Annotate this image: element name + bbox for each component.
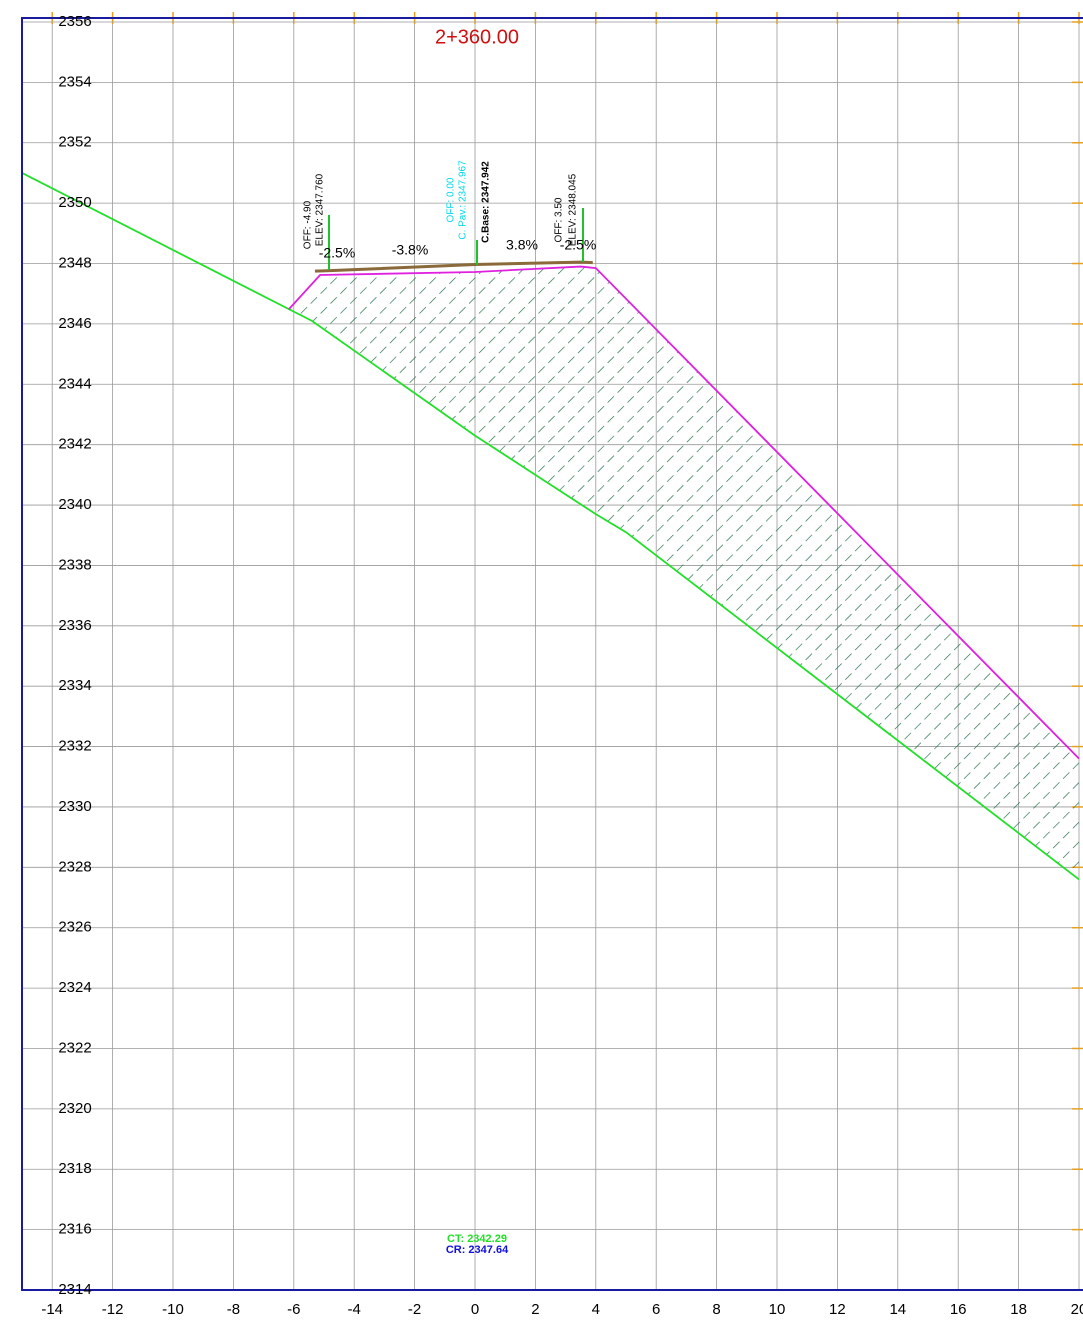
fill-hatch — [288, 266, 1079, 880]
y-tick-label: 2326 — [58, 919, 91, 936]
x-tick-label: -14 — [41, 1301, 63, 1318]
section-title: 2+360.00 — [435, 26, 519, 48]
x-tick-label: 4 — [592, 1301, 600, 1318]
annotation: -3.8% — [392, 242, 429, 258]
y-tick-label: 2330 — [58, 798, 91, 815]
x-tick-label: 20 — [1071, 1301, 1083, 1318]
annotation: C.Base: 2347.942 — [481, 161, 492, 243]
x-tick-label: 8 — [712, 1301, 720, 1318]
y-tick-label: 2352 — [58, 134, 91, 151]
x-tick-label: -6 — [287, 1301, 300, 1318]
annotation: ELEV: 2347.760 — [315, 173, 326, 246]
y-tick-label: 2324 — [58, 979, 91, 996]
x-tick-label: 14 — [889, 1301, 906, 1318]
x-tick-label: -2 — [408, 1301, 421, 1318]
x-tick-label: 2 — [531, 1301, 539, 1318]
x-tick-label: 16 — [950, 1301, 967, 1318]
x-tick-label: 6 — [652, 1301, 660, 1318]
x-tick-label: -4 — [348, 1301, 361, 1318]
x-tick-label: -12 — [102, 1301, 124, 1318]
y-tick-label: 2320 — [58, 1100, 91, 1117]
y-tick-label: 2344 — [58, 375, 91, 392]
x-tick-label: -8 — [227, 1301, 240, 1318]
x-tick-label: 12 — [829, 1301, 846, 1318]
y-tick-label: 2342 — [58, 436, 91, 453]
y-tick-label: 2322 — [58, 1039, 91, 1056]
y-tick-label: 2346 — [58, 315, 91, 332]
grid — [22, 12, 1083, 1291]
annotation: C. Pav.: 2347.967 — [458, 160, 469, 240]
y-tick-label: 2354 — [58, 73, 91, 90]
x-tick-label: 0 — [471, 1301, 479, 1318]
y-tick-label: 2328 — [58, 858, 91, 875]
x-tick-label: 18 — [1010, 1301, 1027, 1318]
frame — [21, 17, 1083, 1291]
section-line — [288, 265, 1080, 760]
annotation: CR: 2347.64 — [446, 1244, 509, 1256]
x-tick-label: 10 — [769, 1301, 786, 1318]
y-tick-label: 2316 — [58, 1221, 91, 1238]
annotation: CT: 2342.29 — [447, 1233, 507, 1245]
y-tick-label: 2356 — [58, 13, 91, 30]
section-line — [314, 260, 593, 273]
annotation: OFF: 3.50 — [554, 197, 565, 242]
annotation: 3.8% — [506, 237, 538, 253]
section-line — [21, 172, 1080, 881]
annotation: ELEV: 2348.045 — [568, 173, 579, 246]
x-tick-label: -10 — [162, 1301, 184, 1318]
annotation: OFF: 0.00 — [446, 177, 457, 222]
plot — [21, 172, 1080, 881]
y-tick-label: 2332 — [58, 738, 91, 755]
y-tick-label: 2348 — [58, 254, 91, 271]
annotation: -2.5% — [319, 245, 356, 261]
y-tick-label: 2334 — [58, 677, 91, 694]
y-tick-label: 2338 — [58, 556, 91, 573]
y-tick-label: 2340 — [58, 496, 91, 513]
y-tick-label: 2336 — [58, 617, 91, 634]
annotation: -2.5% — [560, 237, 597, 253]
y-tick-label: 2350 — [58, 194, 91, 211]
y-tick-label: 2318 — [58, 1160, 91, 1177]
y-tick-label: 2314 — [58, 1281, 91, 1298]
annotation: OFF: -4.90 — [303, 200, 314, 249]
